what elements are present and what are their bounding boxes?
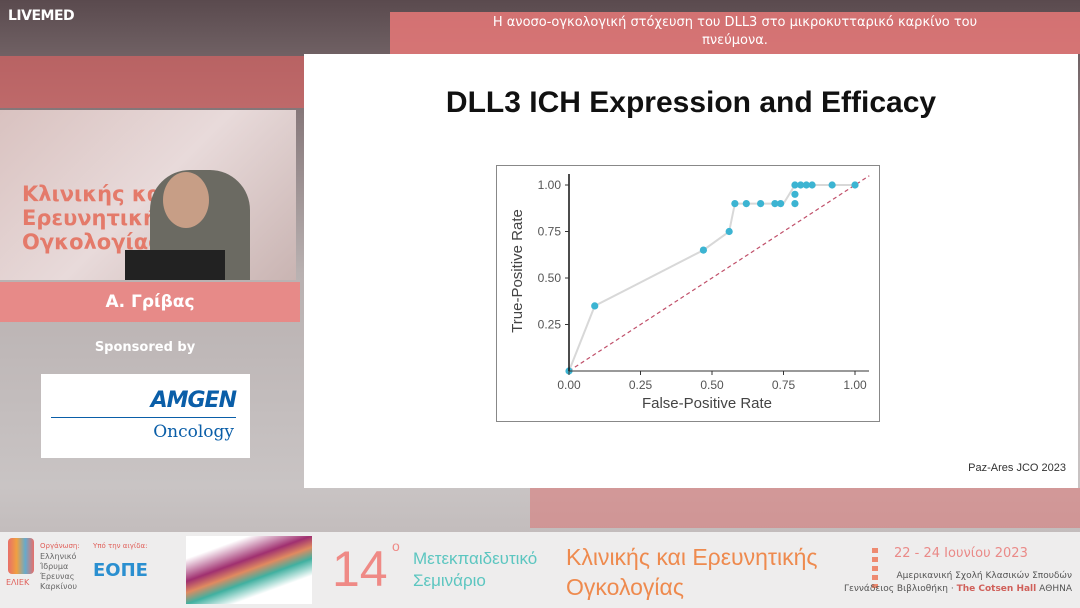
y-tick-label: 1.00 bbox=[538, 178, 562, 192]
speaker-name: Α. Γρίβας bbox=[0, 282, 300, 322]
sponsor-logo: AMGEN Oncology bbox=[41, 374, 250, 458]
roc-chart: 0.00 0.25 0.50 0.75 1.00 0.25 0.50 0.75 1.00 Fal… bbox=[509, 174, 870, 412]
eope-logo: ΕΟΠΕ bbox=[93, 560, 148, 581]
citation: Paz-Ares JCO 2023 bbox=[968, 462, 1066, 474]
decor-band bbox=[0, 56, 304, 108]
organizer-name: Ελληνικό Ίδρυμα Έρευνας Καρκίνου bbox=[40, 552, 78, 591]
y-axis-label: True-Positive Rate bbox=[509, 209, 526, 333]
topic-label: Κλινικής και Ερευνητικής Ογκολογίας bbox=[566, 544, 818, 600]
speaker-video: Κλινικής και Ερευνητικής Ογκολογίας bbox=[0, 110, 296, 280]
x-tick-label: 0.50 bbox=[700, 378, 724, 392]
amgen-wordmark: AMGEN bbox=[150, 388, 237, 413]
reference-diagonal bbox=[568, 175, 870, 372]
seminar-label: Μετεκπαιδευτικό Σεμινάριο bbox=[413, 549, 538, 590]
data-point bbox=[777, 200, 785, 208]
auspices-label: Υπό την αιγίδα: bbox=[93, 542, 148, 550]
data-point bbox=[791, 181, 799, 189]
y-tick-label: 0.75 bbox=[538, 225, 562, 239]
y-tick-label: 0.25 bbox=[538, 318, 562, 332]
speaker-head bbox=[163, 172, 209, 228]
venue-library: Γεννάδειος Βιβλιοθήκη · bbox=[844, 584, 957, 594]
data-point bbox=[791, 200, 799, 208]
organizer-label: Οργάνωση: bbox=[40, 542, 80, 550]
data-point bbox=[742, 200, 750, 208]
edition-sup: ο bbox=[392, 538, 400, 554]
livemed-logo: LIVEMED bbox=[8, 8, 75, 24]
venue-line-2: Γεννάδειος Βιβλιοθήκη · The Cotsen Hall … bbox=[840, 584, 1072, 594]
x-tick-label: 0.75 bbox=[772, 378, 796, 392]
talk-title: Η ανοσο-ογκολογική στόχευση του DLL3 στο… bbox=[492, 15, 978, 48]
event-footer-banner: ΕΛΙΕΚ Οργάνωση: Ελληνικό Ίδρυμα Έρευνας … bbox=[0, 532, 1080, 608]
venue-line-1: Αμερικανική Σχολή Κλασικών Σπουδών bbox=[896, 571, 1073, 581]
x-tick-label: 1.00 bbox=[843, 378, 867, 392]
data-point bbox=[699, 246, 708, 254]
venue-city: ΑΘΗΝΑ bbox=[1036, 584, 1072, 594]
data-point bbox=[851, 181, 859, 189]
video-backdrop-text: Κλινικής και Ερευνητικής Ογκολογίας bbox=[22, 182, 171, 254]
data-point bbox=[725, 227, 733, 236]
decor-wave-image bbox=[186, 536, 312, 604]
data-point bbox=[731, 200, 739, 208]
roc-curve bbox=[568, 184, 855, 372]
eliek-logo-icon bbox=[8, 538, 34, 574]
slide-title: DLL3 ICH Expression and Efficacy bbox=[445, 86, 937, 119]
data-point bbox=[797, 181, 805, 189]
data-point bbox=[757, 200, 765, 208]
x-tick-label: 0.00 bbox=[557, 378, 581, 392]
sponsored-label: Sponsored by bbox=[94, 340, 196, 355]
event-dates: 22 - 24 Ιουνίου 2023 bbox=[894, 546, 1028, 561]
roc-chart-frame: 0.00 0.25 0.50 0.75 1.00 0.25 0.50 0.75 1.00 Fal… bbox=[496, 165, 880, 422]
decor-band-right bbox=[530, 488, 1080, 528]
data-point bbox=[791, 190, 799, 198]
data-point bbox=[808, 181, 816, 189]
logo-rule bbox=[51, 417, 236, 418]
x-axis-label: False-Positive Rate bbox=[642, 395, 772, 412]
data-point bbox=[828, 181, 836, 189]
data-point bbox=[771, 200, 779, 208]
x-tick-label: 0.25 bbox=[629, 378, 653, 392]
edition-number: 14 bbox=[332, 541, 388, 597]
eliek-abbr: ΕΛΙΕΚ bbox=[6, 578, 30, 587]
title-band bbox=[390, 12, 1080, 54]
presentation-slide: DLL3 ICH Expression and Efficacy 0.00 0.2… bbox=[304, 54, 1078, 488]
venue-hall: The Cotsen Hall bbox=[956, 584, 1037, 594]
data-point bbox=[802, 181, 810, 189]
data-point bbox=[591, 302, 599, 310]
decor-dots bbox=[872, 548, 878, 588]
y-tick-label: 0.50 bbox=[538, 271, 562, 285]
oncology-wordmark: Oncology bbox=[153, 422, 234, 442]
podium bbox=[125, 250, 225, 280]
